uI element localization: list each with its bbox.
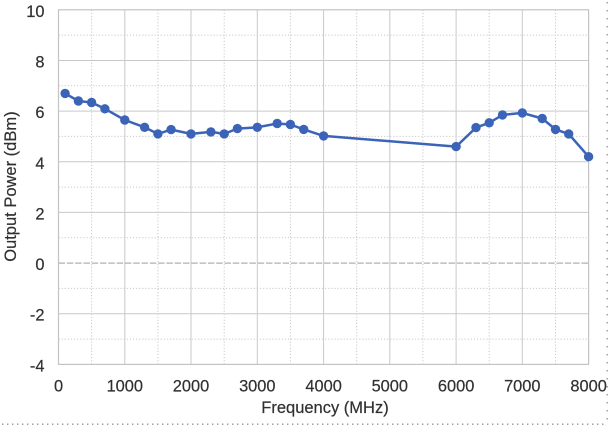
svg-text:5000: 5000 (372, 378, 408, 396)
svg-text:8: 8 (35, 54, 44, 72)
svg-text:Frequency (MHz): Frequency (MHz) (261, 399, 388, 417)
svg-text:4000: 4000 (305, 378, 341, 396)
svg-text:-4: -4 (30, 357, 45, 375)
svg-text:1000: 1000 (107, 378, 143, 396)
svg-text:2: 2 (35, 205, 44, 223)
svg-text:Output Power (dBm): Output Power (dBm) (2, 111, 20, 261)
svg-text:8000: 8000 (570, 378, 606, 396)
svg-text:10: 10 (26, 3, 44, 21)
svg-text:6: 6 (35, 104, 44, 122)
svg-text:7000: 7000 (504, 378, 540, 396)
svg-text:0: 0 (54, 378, 63, 396)
svg-text:3000: 3000 (239, 378, 275, 396)
svg-text:6000: 6000 (438, 378, 474, 396)
svg-text:2000: 2000 (173, 378, 209, 396)
svg-text:0: 0 (35, 256, 44, 274)
svg-text:-2: -2 (30, 307, 45, 325)
svg-text:4: 4 (35, 155, 44, 173)
